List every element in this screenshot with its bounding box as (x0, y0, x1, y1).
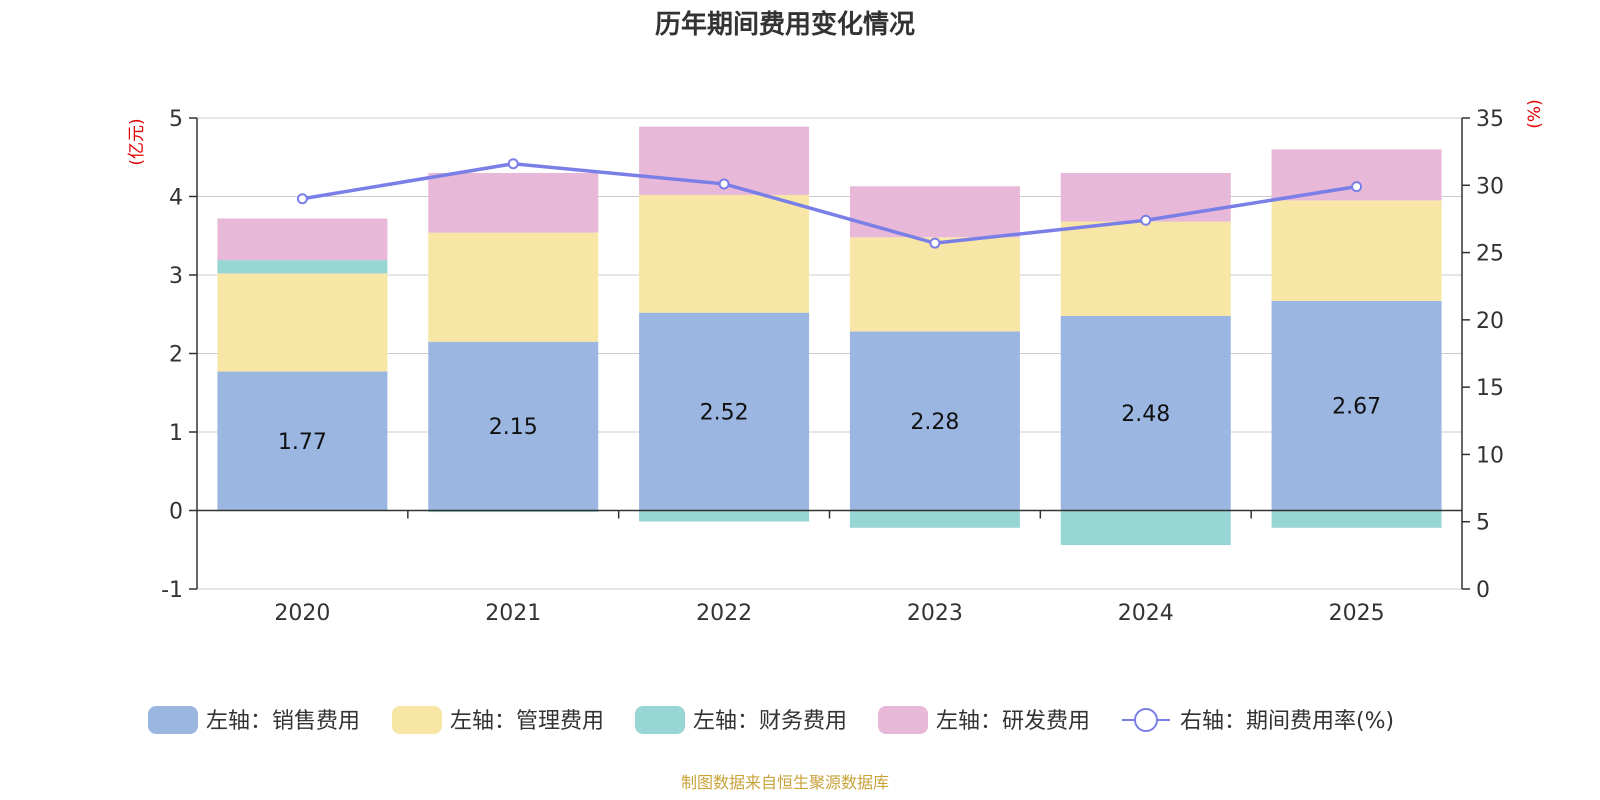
right-tick-label-1: 5 (1476, 511, 1490, 536)
legend-swatch-2 (635, 706, 685, 734)
line-layer (296, 158, 1363, 249)
right-tick-label-2: 10 (1476, 443, 1504, 468)
legend-label-4: 右轴：期间费用率(%) (1180, 709, 1394, 734)
right-tick-label-0: 0 (1476, 578, 1490, 603)
bar-s3-2024 (1060, 172, 1231, 222)
left-tick-label-0: -1 (161, 578, 183, 603)
data-label-2020: 1.77 (278, 430, 327, 455)
bar-s3-2025 (1271, 149, 1442, 201)
bar-s1-2020 (217, 273, 388, 372)
bar-s2-2023 (849, 510, 1020, 528)
bar-s2-2020 (217, 260, 388, 274)
legend-swatch-circle (1134, 708, 1158, 732)
legend-swatch-3 (878, 706, 928, 734)
legend-swatch-0 (148, 706, 198, 734)
bar-s1-2025 (1271, 200, 1442, 301)
right-tick-label-7: 35 (1476, 107, 1504, 132)
bar-layer (217, 126, 1442, 546)
left-tick-label-4: 3 (169, 264, 183, 289)
x-tick-label-2025: 2025 (1329, 601, 1385, 626)
right-tick-label-3: 15 (1476, 376, 1504, 401)
data-label-2025: 2.67 (1332, 395, 1381, 420)
data-label-2023: 2.28 (910, 410, 959, 435)
right-axis-unit: (%) (1525, 99, 1545, 128)
bar-s3-2020 (217, 218, 388, 261)
bar-s3-2021 (428, 172, 599, 233)
bar-s1-2022 (639, 194, 810, 313)
left-axis-unit: (亿元) (127, 118, 147, 165)
bar-s3-2023 (849, 186, 1020, 238)
x-tick-label-2024: 2024 (1118, 601, 1174, 626)
bar-s1-2023 (849, 237, 1020, 332)
line-point-2023 (929, 237, 941, 249)
line-series-expense-rate (302, 161, 1357, 245)
legend-label-3: 左轴：研发费用 (936, 709, 1090, 734)
bar-s1-2024 (1060, 221, 1231, 316)
bar-s0-2024 (1060, 315, 1231, 511)
legend-label-1: 左轴：管理费用 (450, 709, 604, 734)
x-tick-label-2023: 2023 (907, 601, 963, 626)
data-label-2024: 2.48 (1121, 402, 1170, 427)
line-point-2021 (507, 158, 519, 170)
line-point-2024 (1140, 214, 1152, 226)
chart-title: 历年期间费用变化情况 (655, 9, 915, 40)
left-tick-label-5: 4 (169, 186, 183, 211)
bar-s0-2021 (428, 341, 599, 511)
bar-s2-2024 (1060, 510, 1231, 546)
bar-s0-2025 (1271, 300, 1442, 511)
bar-s2-2021 (428, 510, 599, 513)
x-tick-label-2022: 2022 (696, 601, 752, 626)
legend-label-0: 左轴：销售费用 (206, 709, 360, 734)
line-point-2022 (718, 178, 730, 190)
bar-s2-2022 (639, 510, 810, 522)
bar-s0-2023 (849, 331, 1020, 511)
legend-swatch-1 (392, 706, 442, 734)
bar-s1-2021 (428, 232, 599, 342)
left-tick-label-6: 5 (169, 107, 183, 132)
bar-s2-2025 (1271, 510, 1442, 528)
left-tick-label-3: 2 (169, 343, 183, 368)
data-label-2022: 2.52 (700, 401, 749, 426)
bar-s0-2022 (639, 312, 810, 511)
right-tick-label-6: 30 (1476, 174, 1504, 199)
left-tick-label-1: 0 (169, 500, 183, 525)
line-point-2020 (296, 193, 308, 205)
data-label-2021: 2.15 (489, 415, 538, 440)
x-tick-label-2020: 2020 (274, 601, 330, 626)
label-layer: 1.77 2.15 2.52 2.28 2.48 2.67 (278, 395, 1381, 455)
bar-s0-2020 (217, 371, 388, 511)
right-tick-label-5: 25 (1476, 242, 1504, 267)
left-tick-label-2: 1 (169, 421, 183, 446)
line-point-2025 (1351, 181, 1363, 193)
right-tick-label-4: 20 (1476, 309, 1504, 334)
source-note: 制图数据来自恒生聚源数据库 (681, 773, 889, 792)
legend-label-2: 左轴：财务费用 (693, 709, 847, 734)
x-tick-label-2021: 2021 (485, 601, 541, 626)
legend-layer: 左轴：销售费用 左轴：管理费用 左轴：财务费用 左轴：研发费用 右轴：期间费用率(%) (148, 706, 1394, 734)
